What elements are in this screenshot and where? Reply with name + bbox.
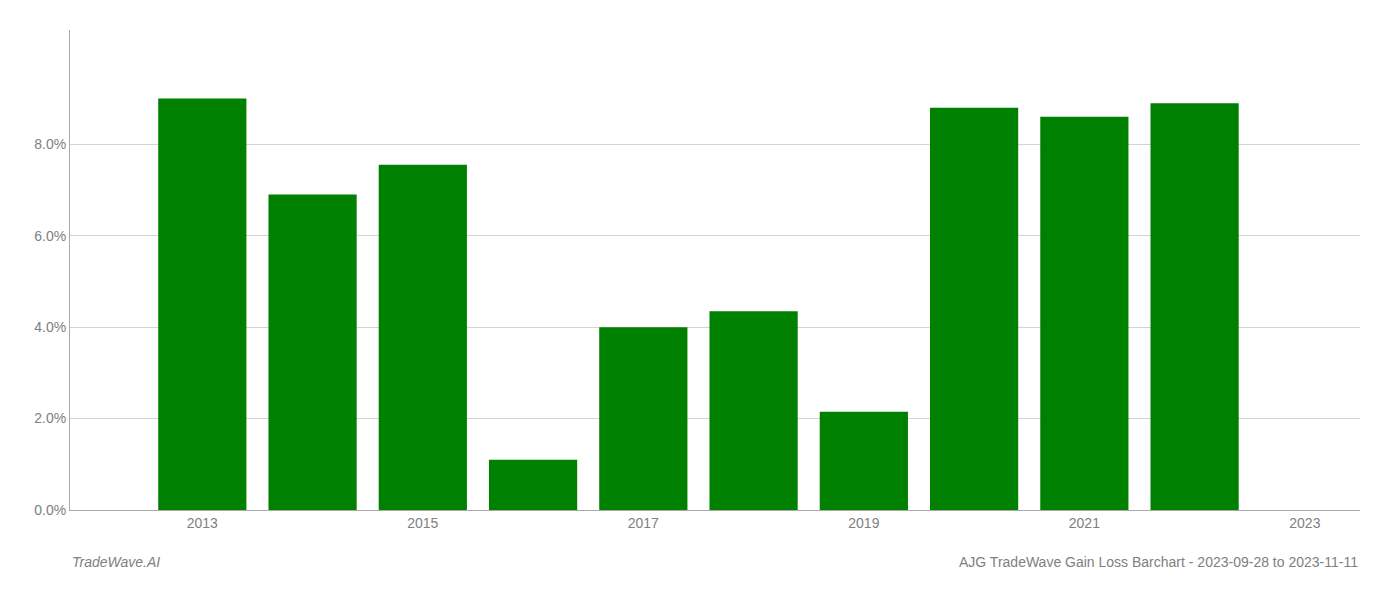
svg-text:2015: 2015 (407, 515, 438, 531)
svg-text:2.0%: 2.0% (34, 410, 66, 426)
svg-text:2013: 2013 (187, 515, 218, 531)
svg-text:8.0%: 8.0% (34, 136, 66, 152)
svg-text:2021: 2021 (1069, 515, 1100, 531)
svg-text:2017: 2017 (628, 515, 659, 531)
svg-text:TradeWave.AI: TradeWave.AI (72, 554, 160, 570)
svg-text:6.0%: 6.0% (34, 228, 66, 244)
svg-text:4.0%: 4.0% (34, 319, 66, 335)
svg-text:2023: 2023 (1289, 515, 1320, 531)
svg-text:0.0%: 0.0% (34, 502, 66, 518)
svg-text:AJG TradeWave Gain Loss Barcha: AJG TradeWave Gain Loss Barchart - 2023-… (959, 554, 1358, 570)
svg-text:2019: 2019 (848, 515, 879, 531)
